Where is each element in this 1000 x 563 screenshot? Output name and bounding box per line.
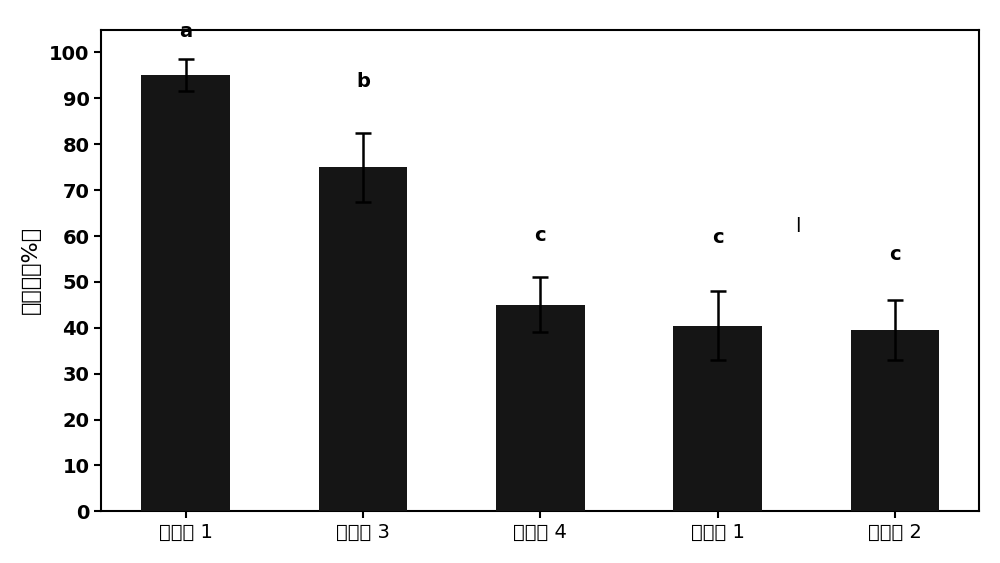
Text: l: l [795, 217, 800, 236]
Text: c: c [534, 226, 546, 245]
Bar [319, 167, 407, 511]
Bar [851, 330, 939, 511]
Text: b: b [356, 73, 370, 91]
Bar [496, 305, 585, 511]
Text: c: c [889, 244, 901, 263]
Text: a: a [179, 22, 192, 41]
Text: c: c [712, 229, 723, 248]
Bar [141, 75, 230, 511]
Y-axis label: 发病率（%）: 发病率（%） [21, 226, 41, 315]
Bar [673, 325, 762, 511]
